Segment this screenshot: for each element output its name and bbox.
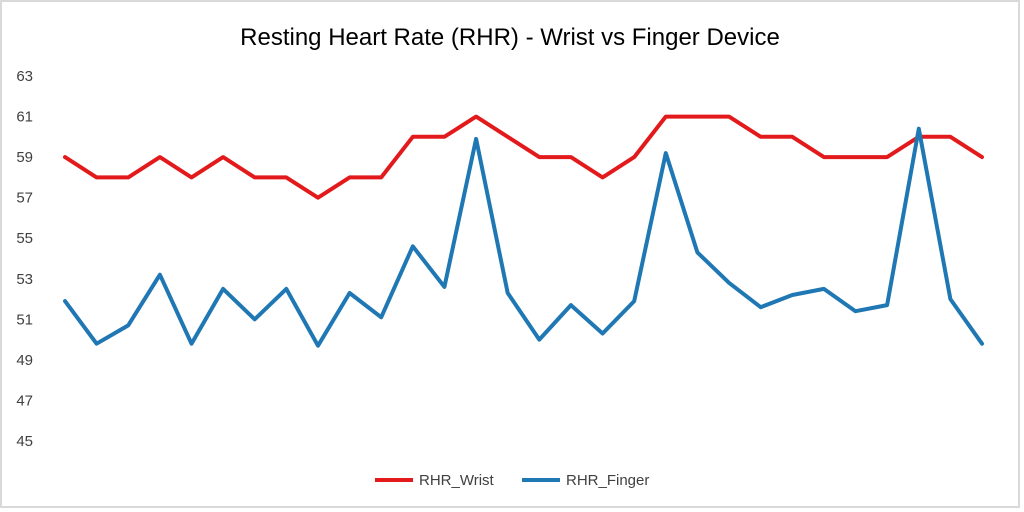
series-line-rhr-finger [63, 126, 984, 348]
y-axis-ticks: 45 47 49 51 53 55 57 59 61 63 [16, 68, 33, 450]
series-line-rhr-wrist [63, 114, 984, 200]
series-lines [63, 114, 984, 348]
y-tick-label: 53 [16, 271, 33, 288]
chart-title: Resting Heart Rate (RHR) - Wrist vs Fing… [240, 24, 780, 51]
legend: RHR_Wrist RHR_Finger [375, 472, 649, 489]
y-tick-label: 57 [16, 190, 33, 207]
y-tick-label: 55 [16, 230, 33, 247]
y-tick-label: 45 [16, 433, 33, 450]
y-tick-label: 59 [16, 149, 33, 166]
legend-label: RHR_Finger [566, 472, 649, 489]
y-tick-label: 61 [16, 109, 33, 126]
y-tick-label: 49 [16, 352, 33, 369]
y-tick-label: 47 [16, 392, 33, 409]
y-tick-label: 63 [16, 68, 33, 85]
y-tick-label: 51 [16, 311, 33, 328]
legend-label: RHR_Wrist [419, 472, 495, 489]
